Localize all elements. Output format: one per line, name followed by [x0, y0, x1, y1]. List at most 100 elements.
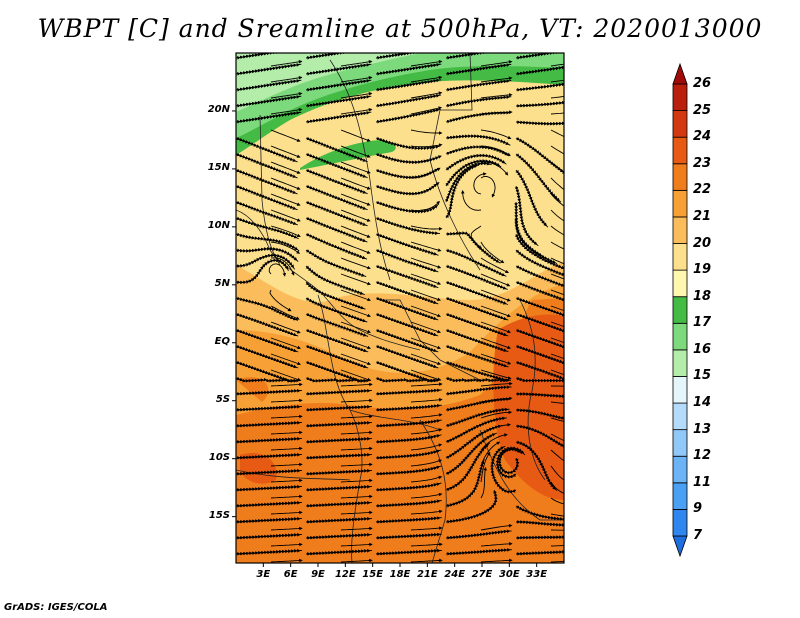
streamline — [445, 491, 498, 524]
colorbar-segment — [672, 296, 688, 324]
lon-tick-label: 27E — [471, 569, 493, 580]
streamline — [445, 110, 512, 124]
lat-tick-label: 10N — [207, 219, 230, 231]
streamline-arrow — [410, 181, 440, 195]
streamline — [305, 111, 372, 124]
streamline-arrow — [550, 129, 564, 138]
streamline — [305, 63, 372, 76]
colorbar-segment — [672, 269, 688, 298]
streamline — [375, 200, 440, 214]
streamline-arrow — [550, 401, 564, 404]
streamline — [515, 505, 564, 521]
streamline — [515, 408, 564, 421]
streamline — [236, 532, 302, 540]
streamline-arrow — [410, 526, 443, 531]
colorbar-segment — [672, 83, 688, 111]
colorbar-label: 7 — [693, 528, 703, 543]
lat-tick-label: EQ — [214, 335, 230, 347]
colorbar-segment — [672, 402, 688, 431]
streamline — [236, 232, 300, 252]
streamline — [375, 516, 442, 524]
streamline — [445, 385, 512, 396]
colorbar-label: 17 — [693, 315, 712, 331]
streamline — [445, 376, 512, 383]
streamline — [375, 449, 442, 460]
streamline — [305, 548, 372, 556]
streamline — [375, 108, 441, 124]
streamline-arrow — [270, 462, 303, 467]
streamline-arrow — [410, 428, 443, 435]
colorbar-bottom-triangle — [672, 535, 688, 558]
streamline-arrow — [270, 382, 303, 387]
streamline — [305, 79, 372, 92]
streamline-arrow — [550, 112, 564, 115]
streamline-arrow — [410, 459, 443, 467]
streamline — [375, 78, 442, 92]
streamline — [236, 452, 302, 460]
streamline-arrow — [410, 155, 442, 163]
streamline — [375, 482, 442, 492]
streamline-arrow — [410, 129, 443, 135]
streamline — [445, 164, 479, 219]
streamline — [515, 100, 564, 108]
streamline-arrow — [550, 513, 564, 517]
streamline-arrow — [270, 430, 303, 435]
streamline — [236, 500, 302, 508]
colorbar-top-triangle — [672, 62, 688, 85]
streamline-arrow — [550, 145, 564, 155]
streamline — [445, 529, 512, 540]
lon-tick-label: 3E — [256, 569, 271, 580]
streamline-arrow — [550, 353, 564, 360]
streamline — [445, 134, 511, 146]
lat-tick-label: 10S — [208, 451, 230, 463]
streamline — [375, 419, 442, 428]
streamline-arrow — [550, 273, 564, 280]
streamline — [445, 145, 510, 157]
streamline-arrow — [410, 413, 443, 419]
colorbar-segment — [672, 136, 688, 165]
streamline — [375, 376, 442, 383]
streamline-arrow — [550, 209, 564, 222]
streamline-arrow — [340, 398, 373, 403]
streamline — [236, 420, 302, 428]
streamline — [375, 216, 440, 235]
streamline — [236, 376, 302, 383]
streamline-arrow — [340, 510, 373, 515]
axis-ticks — [232, 110, 538, 567]
streamline — [375, 403, 442, 412]
streamline-arrow — [340, 494, 373, 499]
streamline — [305, 500, 372, 508]
streamline — [305, 404, 372, 412]
lon-tick-label: 18E — [389, 569, 411, 580]
lon-tick-label: 12E — [334, 569, 356, 580]
streamline — [515, 120, 564, 126]
streamline — [236, 548, 302, 556]
streamline — [515, 53, 564, 60]
colorbar-segment — [672, 189, 688, 218]
streamline — [305, 420, 372, 428]
colorbar-segment — [672, 429, 688, 457]
lat-tick-label: 5N — [214, 277, 230, 289]
streamline — [515, 550, 564, 556]
streamline-arrow — [340, 273, 372, 286]
colorbar-label: 19 — [693, 262, 712, 278]
colorbar-label: 14 — [693, 395, 712, 411]
field-region-24-west — [240, 452, 277, 484]
streamline — [236, 111, 302, 124]
streamline-arrow — [410, 475, 443, 483]
streamline-arrow — [410, 492, 443, 499]
streamline-arrow — [550, 449, 564, 462]
lon-tick-label: 24E — [444, 569, 466, 580]
colorbar-label: 23 — [693, 155, 712, 171]
streamline — [305, 376, 372, 383]
streamline-arrow — [550, 545, 564, 547]
streamline-arrow — [410, 509, 443, 515]
streamline-arrow — [550, 289, 564, 296]
streamline-arrow — [410, 167, 441, 179]
streamline — [375, 388, 442, 396]
colorbar-segment — [672, 482, 688, 510]
colorbar-label: 22 — [693, 182, 712, 198]
streamline — [445, 548, 512, 556]
colorbar-label: 12 — [693, 448, 712, 464]
colorbar-label: 25 — [693, 102, 712, 118]
